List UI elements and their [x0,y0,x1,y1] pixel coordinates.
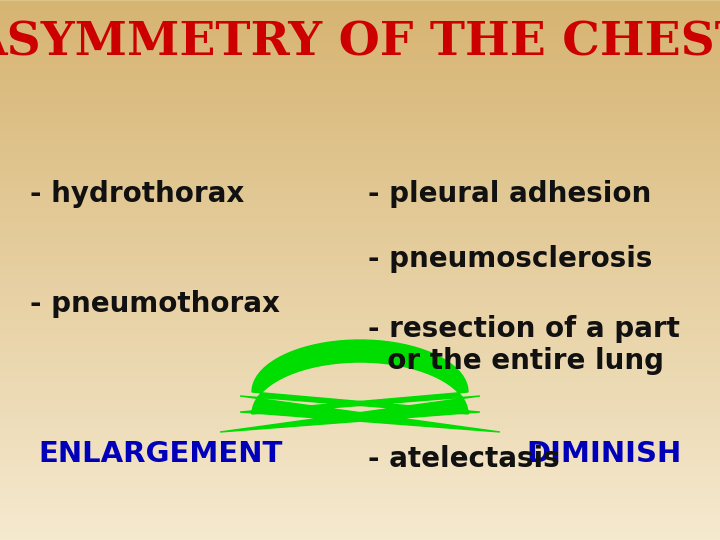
Text: - resection of a part
  or the entire lung: - resection of a part or the entire lung [368,315,680,375]
Text: ASYMMETRY OF THE CHEST: ASYMMETRY OF THE CHEST [0,20,720,66]
Text: - pneumothorax: - pneumothorax [30,290,280,318]
Text: DIMINISH: DIMINISH [527,440,682,468]
Polygon shape [220,340,500,432]
Text: - pleural adhesion: - pleural adhesion [368,180,652,208]
Text: - pneumosclerosis: - pneumosclerosis [368,245,652,273]
Text: - atelectasis: - atelectasis [368,445,559,473]
Text: - hydrothorax: - hydrothorax [30,180,244,208]
Text: ENLARGEMENT: ENLARGEMENT [38,440,282,468]
